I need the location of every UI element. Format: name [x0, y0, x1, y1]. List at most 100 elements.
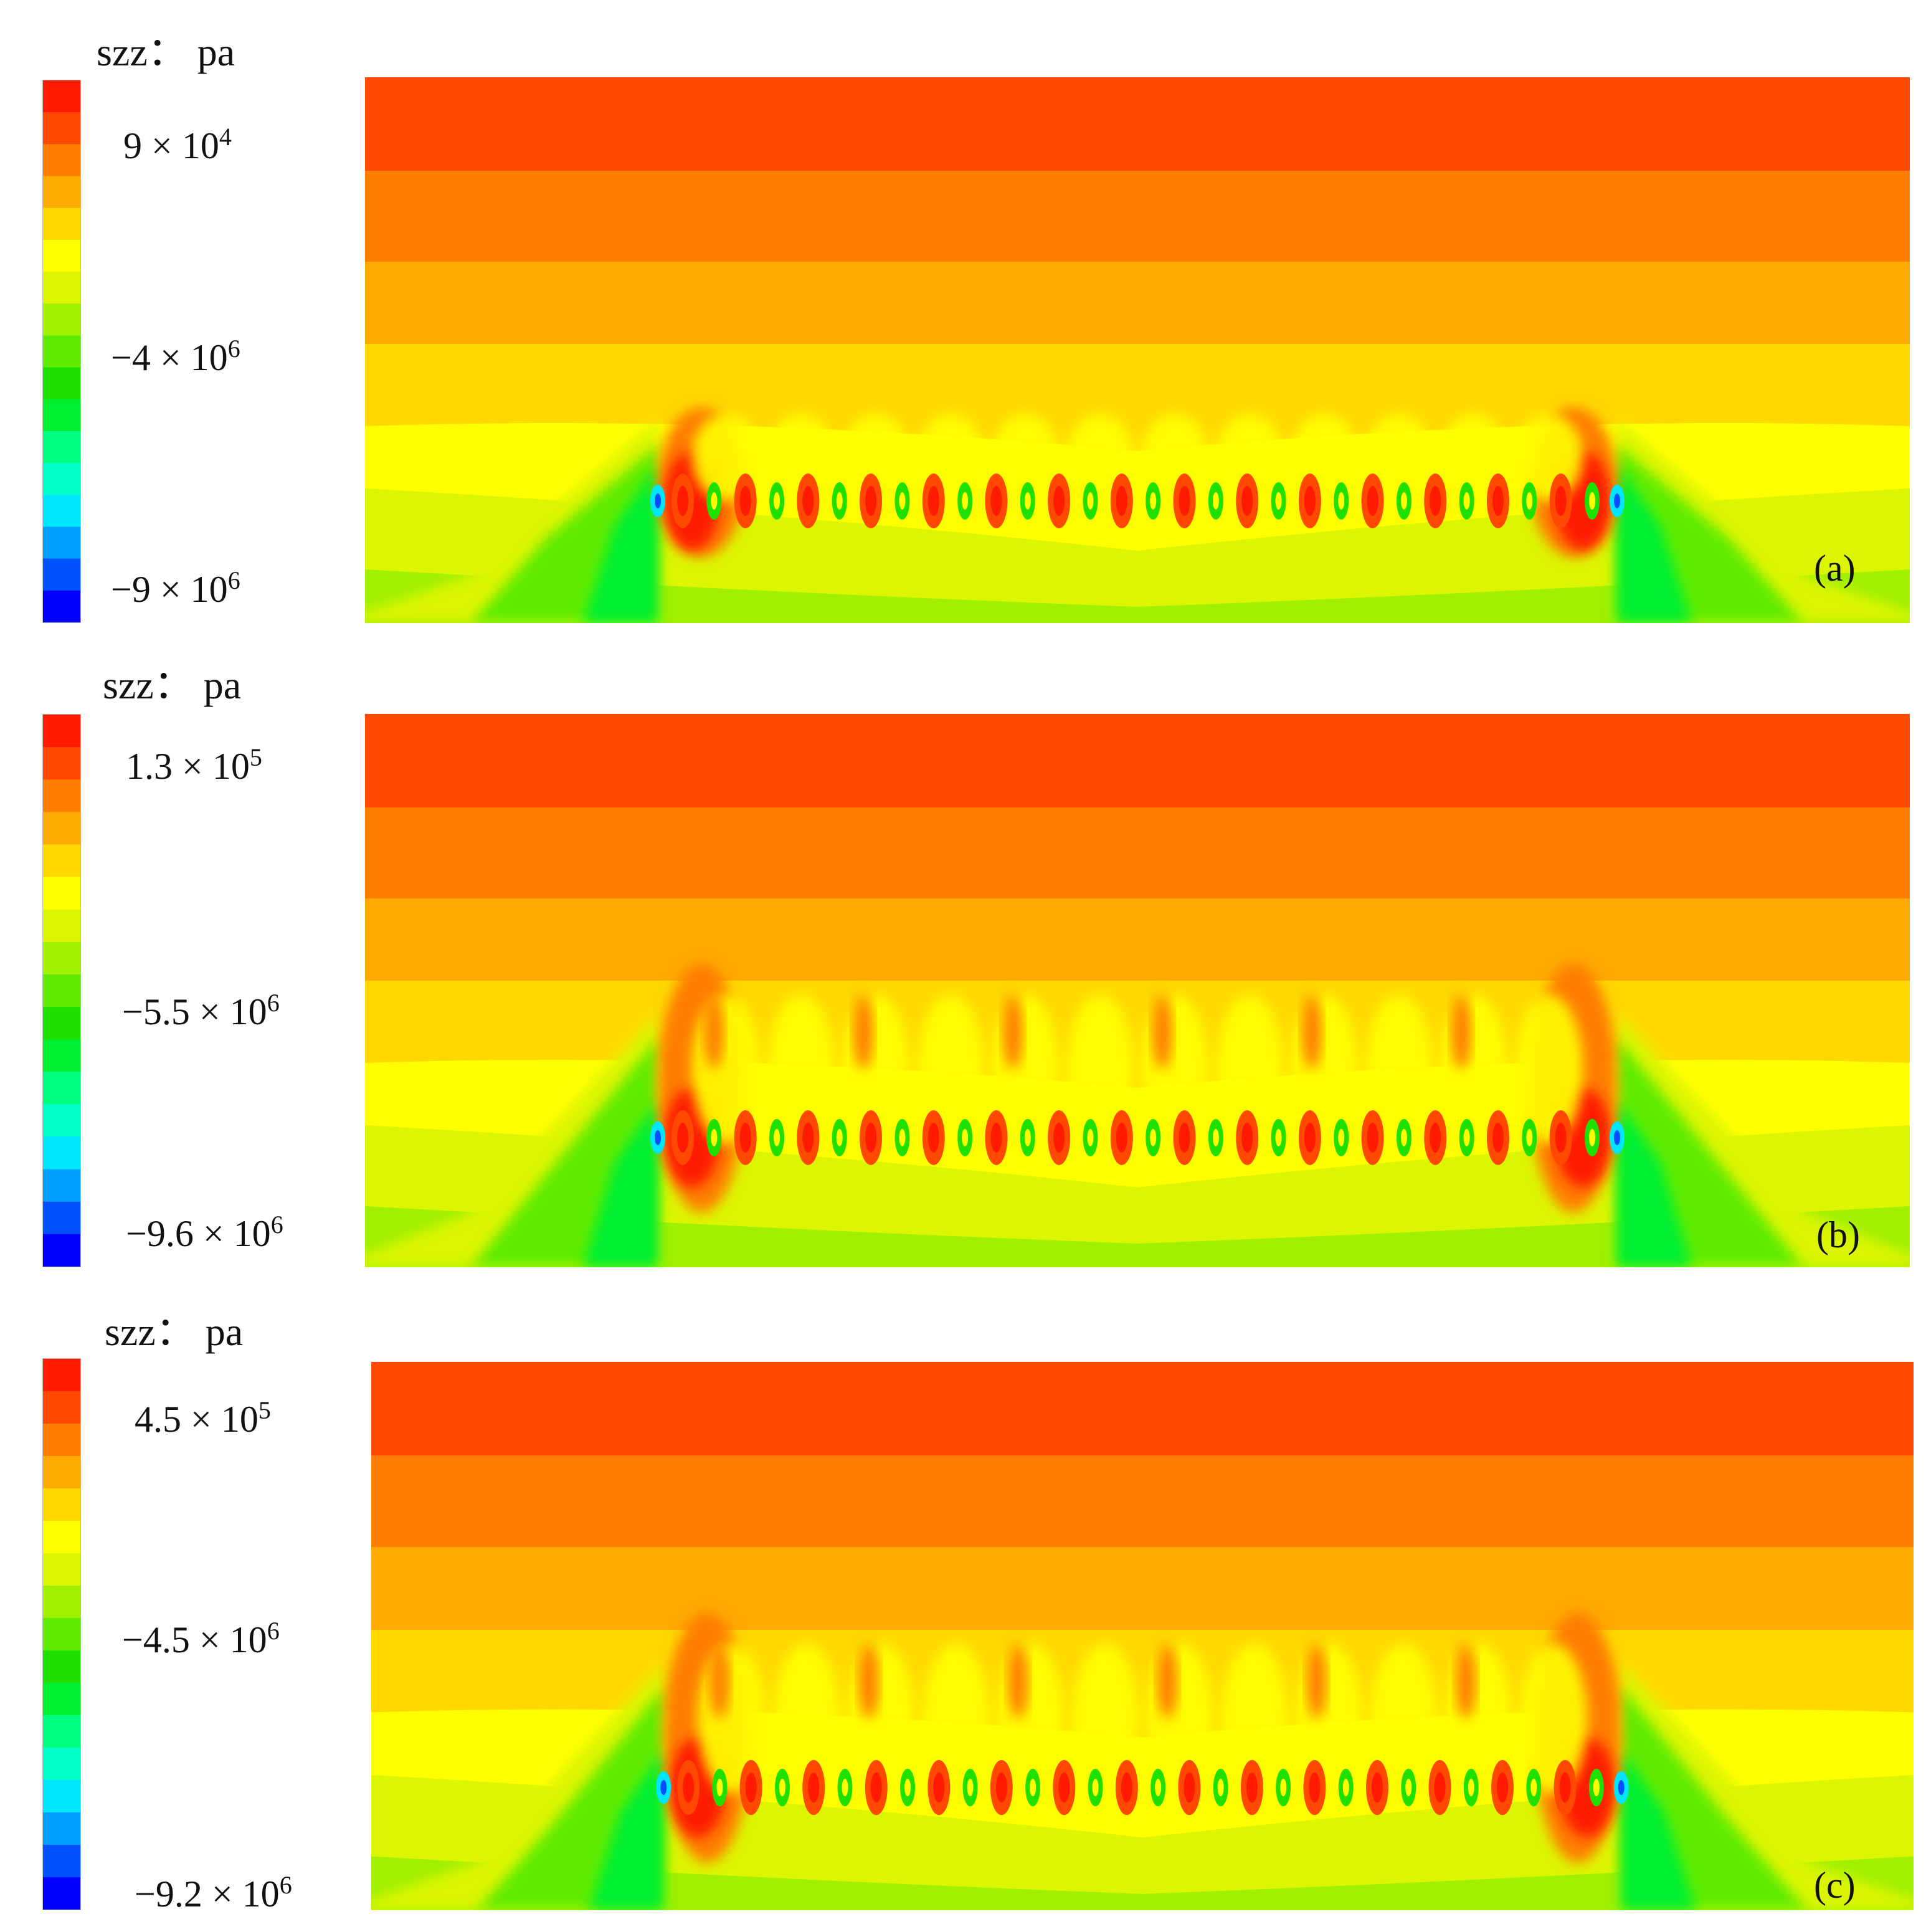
colorbar-band — [43, 367, 80, 400]
colorbar-band — [43, 1521, 80, 1554]
stress-band — [371, 1856, 1914, 1910]
panel-a: szz： pa 9 × 104 −4 × 106 −9 × 106 (a) — [0, 0, 1926, 629]
stress-lobe — [1371, 1772, 1383, 1803]
stress-lobe — [1338, 492, 1345, 510]
colorbar-band — [43, 1201, 80, 1235]
stress-lobe — [1241, 486, 1253, 516]
panel-b: szz： pa 1.3 × 105 −5.5 × 106 −9.6 × 106 … — [0, 644, 1926, 1273]
stress-contour-plot — [365, 714, 1910, 1267]
colorbar-band — [43, 1618, 80, 1651]
colorbar-band — [43, 272, 80, 304]
colorbar-band — [43, 399, 80, 432]
stress-lobe — [1367, 1123, 1378, 1153]
stress-lobe — [990, 486, 1002, 516]
stress-lobe — [716, 1779, 723, 1797]
stress-lobe — [1400, 492, 1407, 510]
stress-lobe — [711, 1129, 718, 1146]
stress-lobe — [1367, 486, 1378, 516]
stress-lobe — [1497, 1772, 1509, 1803]
stress-lobe — [1617, 464, 1692, 623]
panel-c: szz： pa 4.5 × 105 −4.5 × 106 −9.2 × 106 … — [0, 1288, 1926, 1918]
stress-lobe — [589, 1749, 664, 1910]
stress-band — [365, 714, 1910, 807]
colorbar — [42, 714, 81, 1267]
colorbar-tick-min: −9.6 × 106 — [126, 1211, 283, 1254]
stress-contour-plot — [371, 1362, 1914, 1910]
colorbar-tick-min: −9 × 106 — [111, 566, 240, 610]
stress-lobe — [1555, 1123, 1567, 1153]
colorbar-bands — [43, 80, 80, 622]
stress-lobe — [1519, 1644, 1587, 1794]
stress-lobe — [1559, 1772, 1571, 1803]
stress-band — [365, 171, 1910, 262]
stress-lobe — [1212, 1129, 1219, 1146]
stress-lobe — [1215, 414, 1284, 501]
stress-lobe — [1302, 994, 1322, 1069]
stress-contour-plot — [365, 77, 1910, 623]
stress-lobe — [1621, 1749, 1696, 1910]
stress-lobe — [1530, 1779, 1537, 1797]
stress-lobe — [1555, 486, 1567, 516]
colorbar-tick-mid: −4 × 106 — [111, 335, 240, 378]
stress-lobe — [1024, 1129, 1031, 1146]
colorbar-title: szz： pa — [97, 30, 235, 74]
colorbar-band — [43, 558, 80, 591]
colorbar-bands — [43, 1359, 80, 1910]
stress-lobe — [991, 414, 1060, 501]
colorbar-band — [43, 526, 80, 559]
stress-lobe — [927, 1123, 939, 1153]
stress-lobe — [1430, 486, 1441, 516]
stress-lobe — [772, 1644, 841, 1794]
stress-lobe — [1463, 1129, 1470, 1146]
colorbar-band — [43, 590, 80, 622]
contour-field — [371, 1362, 1914, 1910]
stress-lobe — [1304, 1123, 1316, 1153]
stress-lobe — [1024, 492, 1031, 510]
stress-lobe — [1087, 1129, 1094, 1146]
colorbar-band — [43, 335, 80, 368]
stress-lobe — [962, 1129, 969, 1146]
stress-lobe — [858, 1644, 879, 1719]
colorbar-band — [43, 1553, 80, 1586]
stress-lobe — [1526, 1129, 1533, 1146]
stress-lobe — [774, 1129, 780, 1146]
stress-lobe — [1241, 1123, 1253, 1153]
stress-lobe — [709, 1644, 730, 1719]
stress-lobe — [1071, 1644, 1140, 1794]
stress-band — [371, 1455, 1914, 1548]
colorbar-tick-mid: −5.5 × 106 — [122, 989, 280, 1032]
stress-lobe — [1212, 492, 1219, 510]
stress-lobe — [1184, 1772, 1195, 1803]
stress-lobe — [967, 1779, 974, 1797]
stress-band — [365, 1206, 1910, 1267]
stress-lobe — [921, 1644, 990, 1794]
stress-lobe — [865, 1123, 877, 1153]
stress-lobe — [1617, 1100, 1692, 1267]
stress-lobe — [1215, 994, 1284, 1144]
stress-lobe — [1365, 994, 1433, 1144]
colorbar — [42, 80, 81, 623]
colorbar-band — [43, 715, 80, 748]
colorbar-band — [43, 1234, 80, 1267]
colorbar-band — [43, 812, 80, 845]
colorbar-band — [43, 1456, 80, 1489]
stress-lobe — [1217, 1779, 1224, 1797]
stress-lobe — [677, 486, 688, 516]
colorbar-band — [43, 80, 80, 113]
stress-lobe — [899, 492, 906, 510]
stress-lobe — [933, 1772, 945, 1803]
stress-band — [365, 77, 1910, 171]
colorbar-tick-max: 4.5 × 105 — [135, 1396, 271, 1440]
stress-lobe — [1280, 1779, 1287, 1797]
stress-lobe — [1405, 1779, 1412, 1797]
stress-lobe — [1116, 1123, 1127, 1153]
stress-lobe — [1179, 1123, 1190, 1153]
colorbar-band — [43, 1104, 80, 1138]
stress-lobe — [1338, 1129, 1345, 1146]
stress-lobe — [853, 994, 873, 1069]
colorbar-band — [43, 1039, 80, 1072]
stress-lobe — [802, 1123, 814, 1153]
stress-lobe — [1342, 1779, 1349, 1797]
colorbar-tick-mid: −4.5 × 106 — [122, 1617, 280, 1660]
colorbar-band — [43, 463, 80, 495]
